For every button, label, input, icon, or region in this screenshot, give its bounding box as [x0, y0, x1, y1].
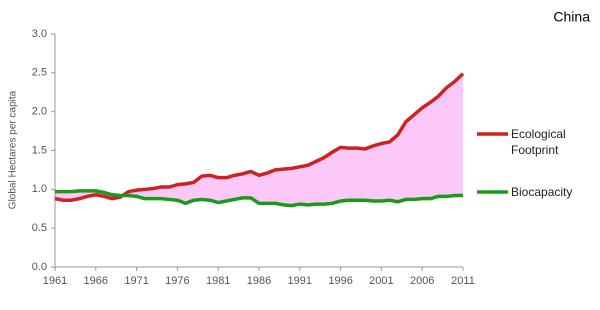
x-tick-label: 1971 — [124, 275, 148, 287]
x-tick-label: 1966 — [84, 275, 108, 287]
x-tick-label: 1976 — [165, 275, 189, 287]
x-tick-label: 1996 — [328, 275, 352, 287]
y-tick-label: 2.0 — [32, 106, 47, 118]
x-tick-label: 1981 — [206, 275, 230, 287]
legend-label: Ecological Footprint — [511, 127, 566, 157]
y-axis-label: Global Hectares per capita — [8, 90, 19, 209]
x-tick-label: 2006 — [410, 275, 434, 287]
y-tick-label: 0.5 — [32, 222, 47, 234]
y-tick-label: 1.0 — [32, 183, 47, 195]
x-tick-label: 2001 — [369, 275, 393, 287]
x-tick-label: 1991 — [288, 275, 312, 287]
series-line — [55, 189, 463, 208]
x-tick-label: 1961 — [43, 275, 67, 287]
chart-title: China — [553, 9, 590, 25]
legend-label: Biocapacity — [511, 185, 573, 199]
y-tick-label: 0.0 — [32, 261, 47, 273]
y-tick-label: 2.5 — [32, 67, 47, 79]
y-tick-label: 3.0 — [32, 28, 47, 40]
gap-area — [55, 73, 463, 206]
y-tick-label: 1.5 — [32, 144, 47, 156]
x-tick-label: 1986 — [247, 275, 271, 287]
x-tick-label: 2011 — [451, 275, 475, 287]
